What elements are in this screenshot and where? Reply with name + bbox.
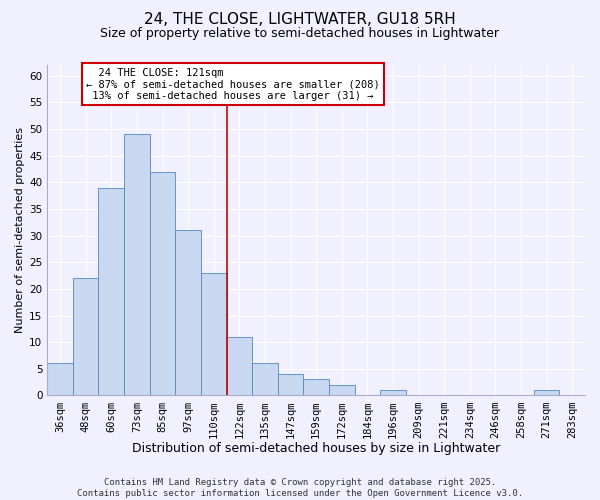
Bar xyxy=(534,390,559,396)
Bar xyxy=(150,172,175,396)
Bar xyxy=(278,374,304,396)
Bar xyxy=(227,337,252,396)
Text: 24, THE CLOSE, LIGHTWATER, GU18 5RH: 24, THE CLOSE, LIGHTWATER, GU18 5RH xyxy=(144,12,456,28)
Text: 24 THE CLOSE: 121sqm
← 87% of semi-detached houses are smaller (208)
 13% of sem: 24 THE CLOSE: 121sqm ← 87% of semi-detac… xyxy=(86,68,379,101)
Bar xyxy=(47,364,73,396)
Text: Size of property relative to semi-detached houses in Lightwater: Size of property relative to semi-detach… xyxy=(101,28,499,40)
Bar xyxy=(329,385,355,396)
Bar xyxy=(73,278,98,396)
Text: Contains HM Land Registry data © Crown copyright and database right 2025.
Contai: Contains HM Land Registry data © Crown c… xyxy=(77,478,523,498)
Bar xyxy=(304,380,329,396)
Bar xyxy=(175,230,201,396)
Bar xyxy=(201,273,227,396)
Bar xyxy=(252,364,278,396)
Bar xyxy=(98,188,124,396)
Bar xyxy=(380,390,406,396)
Y-axis label: Number of semi-detached properties: Number of semi-detached properties xyxy=(15,127,25,333)
Bar xyxy=(124,134,150,396)
X-axis label: Distribution of semi-detached houses by size in Lightwater: Distribution of semi-detached houses by … xyxy=(132,442,500,455)
